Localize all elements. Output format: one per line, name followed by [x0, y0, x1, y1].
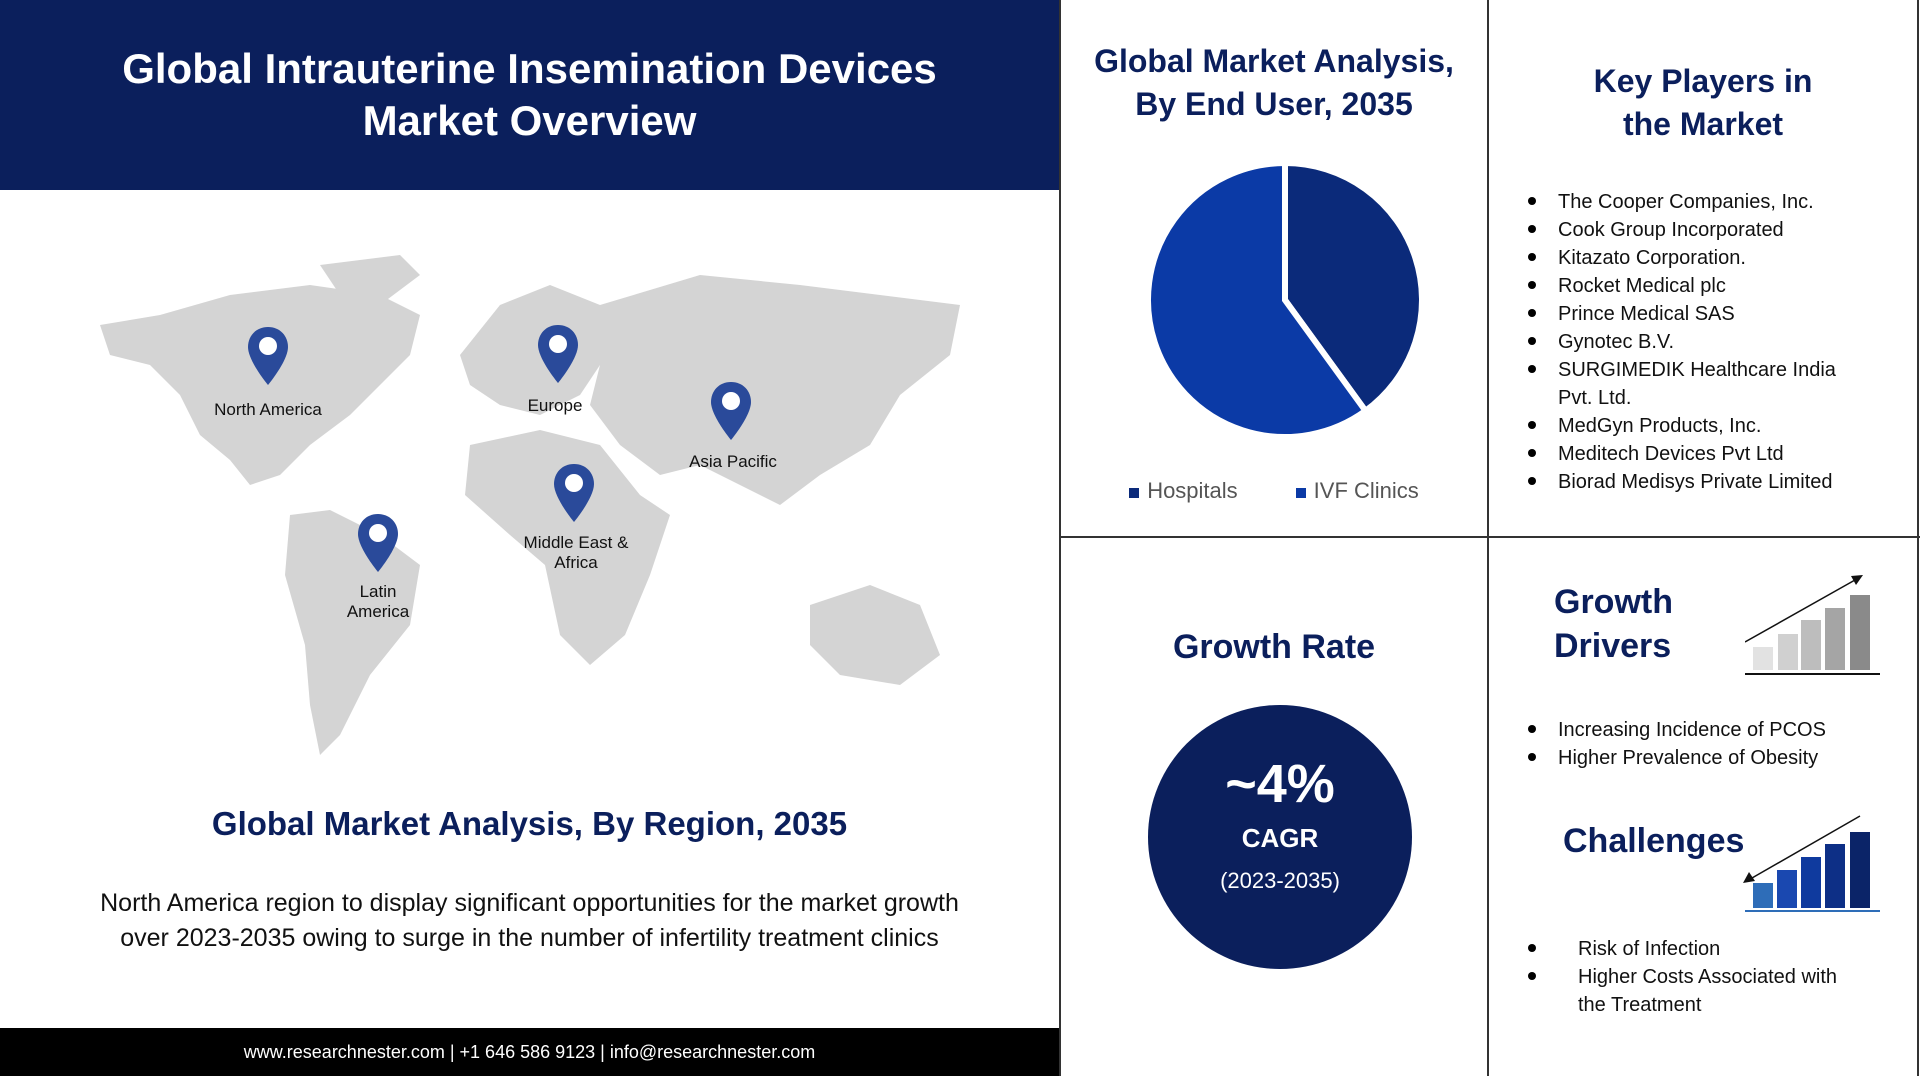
pie-slice-ivf-clinics — [1145, 159, 1370, 440]
list-item: Meditech Devices Pvt Ltd — [1528, 440, 1858, 468]
pin-latin-america[interactable] — [356, 512, 400, 579]
challenges-chart-icon — [1743, 815, 1880, 912]
key-players-title-line1: Key Players in — [1593, 63, 1813, 99]
page-header: Global Intrauterine Insemination Devices… — [0, 0, 1059, 190]
region-text-line2: over 2023-2035 owing to surge in the num… — [120, 924, 939, 952]
pie-slice-hospitals — [1282, 159, 1425, 416]
greenland — [320, 255, 420, 305]
pin-europe[interactable] — [536, 323, 580, 390]
list-item: Biorad Medisys Private Limited — [1528, 468, 1858, 496]
north-america — [100, 285, 420, 485]
list-item: Increasing Incidence of PCOS — [1528, 716, 1908, 744]
africa — [465, 430, 670, 665]
footer: www.researchnester.com | +1 646 586 9123… — [0, 1028, 1059, 1076]
divider — [1487, 0, 1489, 1076]
key-players-list: The Cooper Companies, Inc. Cook Group Inc… — [1528, 188, 1878, 496]
region-title: Global Market Analysis, By Region, 2035 — [211, 805, 848, 842]
list-item: Rocket Medical plc — [1528, 272, 1858, 300]
divider — [1917, 0, 1919, 1076]
growth-rate-title: Growth Rate — [1172, 628, 1376, 666]
page-title-line1: Global Intrauterine Insemination Devices — [122, 45, 937, 92]
continents — [100, 255, 960, 755]
cagr-period: (2023-2035) — [1220, 868, 1340, 893]
list-item: Gynotec B.V. — [1528, 328, 1858, 356]
challenges-list: Risk of Infection Higher Costs Associated… — [1528, 935, 1858, 1019]
label-europe: Europe — [527, 396, 583, 415]
pin-middle-east-africa[interactable] — [552, 462, 596, 529]
pin-asia-pacific[interactable] — [709, 380, 753, 447]
pin-north-america[interactable] — [246, 325, 290, 392]
list-item: Cook Group Incorporated — [1528, 216, 1858, 244]
divider — [1059, 536, 1920, 538]
list-item: Higher Prevalence of Obesity — [1528, 744, 1908, 772]
key-players-title-line2: the Market — [1622, 106, 1784, 142]
divider — [1059, 0, 1061, 1076]
list-item: Risk of Infection — [1528, 935, 1858, 963]
region-description: North America region to display signific… — [0, 886, 1059, 956]
end-user-title-line1: Global Market Analysis, — [1094, 43, 1454, 79]
label-north-america: North America — [214, 400, 322, 419]
label-asia-pacific: Asia Pacific — [689, 452, 777, 471]
australia — [810, 585, 940, 685]
pie-legend: Hospitals IVF Clinics — [1061, 478, 1487, 504]
end-user-title: Global Market Analysis, By End User, 203… — [1061, 40, 1487, 126]
europe — [460, 285, 600, 415]
end-user-title-line2: By End User, 2035 — [1135, 86, 1413, 122]
growth-drivers-list: Increasing Incidence of PCOS Higher Preva… — [1528, 716, 1908, 772]
label-middle-east-africa: Middle East & Africa — [523, 533, 629, 572]
cagr-label: CAGR — [1241, 823, 1319, 853]
list-item: The Cooper Companies, Inc. — [1528, 188, 1858, 216]
list-item: MedGyn Products, Inc. — [1528, 412, 1858, 440]
region-text-line1: North America region to display signific… — [100, 889, 959, 917]
world-map — [100, 255, 960, 755]
list-item: SURGIMEDIK Healthcare India Pvt. Ltd. — [1528, 356, 1858, 412]
cagr-circle: ~4% CAGR (2023-2035) — [1148, 705, 1412, 969]
legend-ivf-clinics: IVF Clinics — [1295, 478, 1419, 504]
list-item: Higher Costs Associated with the Treatme… — [1528, 963, 1858, 1019]
list-item: Prince Medical SAS — [1528, 300, 1858, 328]
cagr-value: ~4% — [1225, 754, 1335, 814]
challenges-title: Challenges — [1563, 822, 1745, 860]
latin-america — [285, 510, 420, 755]
label-latin-america: Latin America — [346, 582, 410, 621]
asia — [590, 275, 960, 505]
legend-hospitals: Hospitals — [1129, 478, 1238, 504]
page-title-line2: Market Overview — [362, 97, 697, 144]
list-item: Kitazato Corporation. — [1528, 244, 1858, 272]
growth-chart-icon — [1745, 575, 1880, 675]
growth-drivers-title-line2: Drivers — [1554, 627, 1672, 665]
key-players-title: Key Players in the Market — [1489, 60, 1917, 146]
growth-drivers-title: Growth Drivers — [1554, 580, 1673, 668]
pie-chart — [1145, 159, 1425, 440]
growth-drivers-title-line1: Growth — [1554, 583, 1673, 621]
